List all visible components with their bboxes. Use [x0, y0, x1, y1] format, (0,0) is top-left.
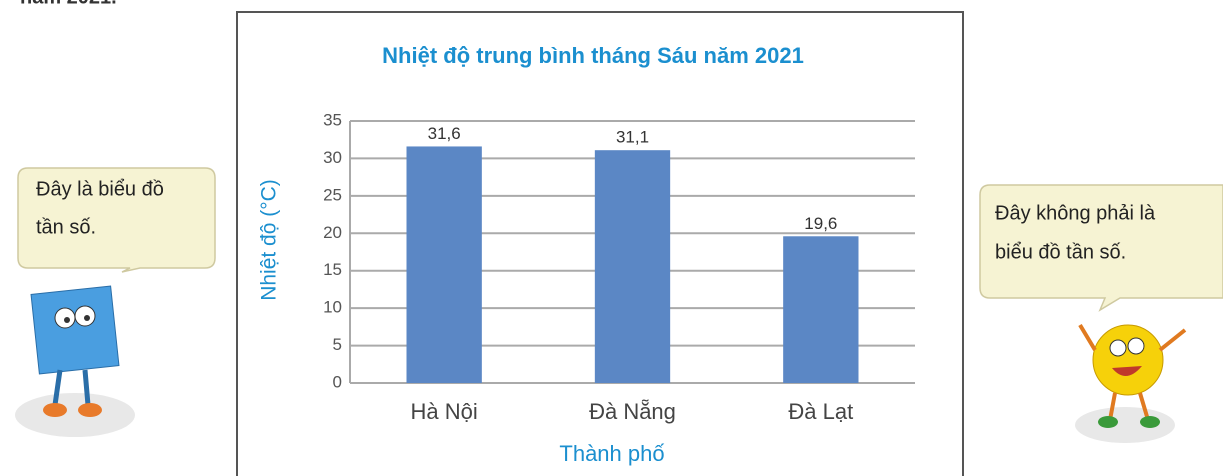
character-left — [15, 285, 135, 437]
bar — [406, 146, 482, 383]
header-fragment: năm 2021. — [20, 0, 117, 8]
y-tick-label: 0 — [333, 372, 342, 391]
bubble-text: Đây là biểu đồ — [36, 178, 164, 200]
y-tick-label: 15 — [323, 260, 342, 279]
bubble-text: biểu đồ tần số. — [995, 241, 1126, 263]
y-tick-label: 10 — [323, 298, 342, 317]
value-label: 19,6 — [804, 214, 837, 233]
bubble-text: Đây không phải là — [995, 202, 1156, 224]
x-tick-label: Đà Nẵng — [589, 399, 676, 424]
value-label: 31,1 — [616, 128, 649, 147]
y-tick-label: 20 — [323, 223, 342, 242]
x-axis-title: Thành phố — [559, 441, 664, 466]
y-tick-label: 35 — [323, 110, 342, 129]
x-tick-label: Hà Nội — [411, 399, 478, 424]
speech-bubble — [979, 184, 1223, 312]
character-right — [1075, 323, 1187, 443]
bubble-text: tần số. — [36, 216, 96, 238]
bar — [594, 150, 671, 383]
speech-bubble — [17, 167, 216, 273]
chart-title: Nhiệt độ trung bình tháng Sáu năm 2021 — [382, 43, 804, 68]
y-tick-label: 25 — [323, 185, 342, 204]
y-tick-label: 5 — [333, 335, 342, 354]
bar — [783, 236, 859, 383]
y-tick-label: 30 — [323, 148, 342, 167]
y-axis-title: Nhiệt độ (°C) — [258, 179, 281, 301]
value-label: 31,6 — [428, 124, 461, 143]
x-tick-label: Đà Lạt — [788, 399, 853, 424]
